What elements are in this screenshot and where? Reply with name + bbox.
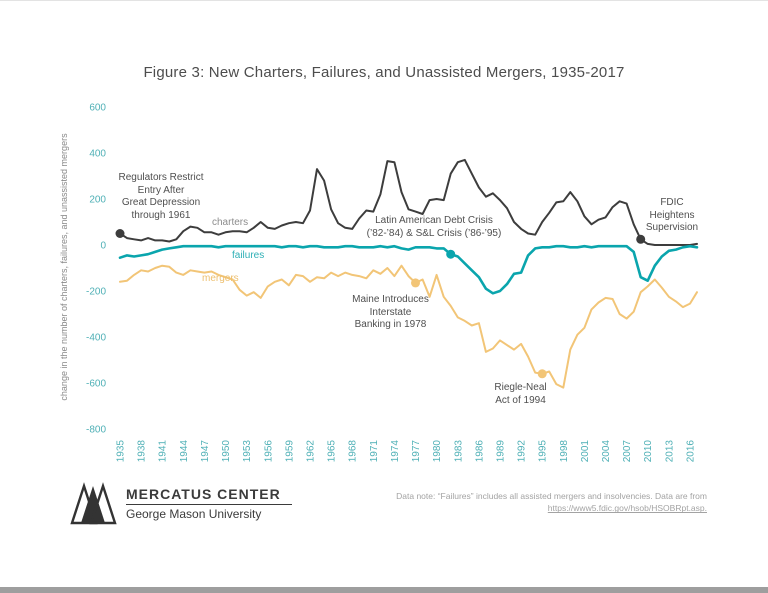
annotation-regulators-restrict-entry: Regulators Restrict Entry After Great De… [118,172,204,221]
data-note-link[interactable]: https://www5.fdic.gov/hsob/HSOBRpt.asp. [547,503,707,514]
x-tick-label: 1953 [242,440,253,463]
x-tick-label: 2010 [643,440,654,463]
y-tick-label: 200 [89,195,106,206]
x-tick-label: 1989 [496,440,507,463]
y-tick-label: 400 [89,149,106,160]
x-tick-label: 1938 [137,440,148,463]
series-label-charters: charters [212,217,249,228]
x-tick-label: 1950 [221,440,232,463]
x-tick-label: 1947 [200,440,211,463]
x-tick-label: 1965 [327,440,338,463]
x-tick-label: 1941 [158,440,169,463]
x-tick-label: 1983 [453,440,464,463]
series-label-mergers: mergers [202,273,239,284]
x-tick-label: 2013 [664,440,675,463]
y-tick-label: -200 [86,287,106,298]
x-tick-label: 2007 [622,440,633,463]
series-label-failures: failures [232,250,265,261]
marker-charters-2009 [636,234,646,244]
figure-title: Figure 3: New Charters, Failures, and Un… [143,64,625,81]
annotation-maine-interstate-banking: Maine Introduces Interstate Banking in 1… [352,294,429,330]
marker-mergers-1977 [411,278,420,288]
x-tick-label: 1995 [538,440,549,463]
series-line-failures [118,244,699,295]
line-chart: 600 400 200 0 -200 -400 -600 -800 1935 1938 1941 19… [86,103,699,463]
y-tick-label: 600 [89,103,106,114]
x-tick-label: 2004 [601,440,612,463]
y-tick-label: -800 [86,425,106,436]
logo-title: MERCATUS CENTER [126,485,281,502]
marker-charters-1935 [115,229,125,238]
marker-mergers-1995 [537,369,547,379]
data-note: Data note: “Failures” includes all assis… [327,490,707,515]
x-tick-label: 1959 [284,440,295,463]
annotation-riegle-neal-act: Riegle-Neal Act of 1994 [494,382,547,406]
x-tick-label: 1986 [474,440,485,463]
x-tick-label: 2001 [580,440,591,463]
x-tick-label: 1944 [179,440,190,463]
marker-failures-1982 [446,249,456,259]
x-tick-label: 1992 [517,440,528,463]
x-tick-label: 1968 [348,440,359,463]
mercatus-logo-text: MERCATUS CENTER George Mason University [126,486,292,521]
x-tick-label: 1962 [306,440,317,463]
y-tick-label: 0 [100,241,106,252]
x-tick-label: 1974 [390,440,401,463]
x-tick-label: 1956 [263,440,274,463]
mercatus-logo: MERCATUS CENTER George Mason University [70,481,292,525]
y-tick-label: -600 [86,379,106,390]
x-tick-label: 1935 [116,440,127,463]
page-edge-strip [0,587,768,593]
logo-divider [126,503,292,505]
x-tick-label: 1980 [432,440,443,463]
x-tick-label: 1977 [411,440,422,463]
data-note-text: Data note: “Failures” includes all assis… [396,491,707,501]
series-line-mergers [119,264,698,389]
mercatus-logo-icon [70,482,117,525]
x-tick-label: 1971 [369,440,380,463]
x-tick-label: 2016 [686,440,697,463]
y-tick-label: -400 [86,333,106,344]
logo-subtitle: George Mason University [126,506,262,521]
series-line-charters [119,158,698,246]
x-tick-label: 1998 [559,440,570,463]
annotation-latin-american-debt-crisis: Latin American Debt Crisis (’82-’84) & S… [366,215,502,239]
annotation-fdic-heightens-supervision: FDIC Heightens Supervision [645,197,699,233]
